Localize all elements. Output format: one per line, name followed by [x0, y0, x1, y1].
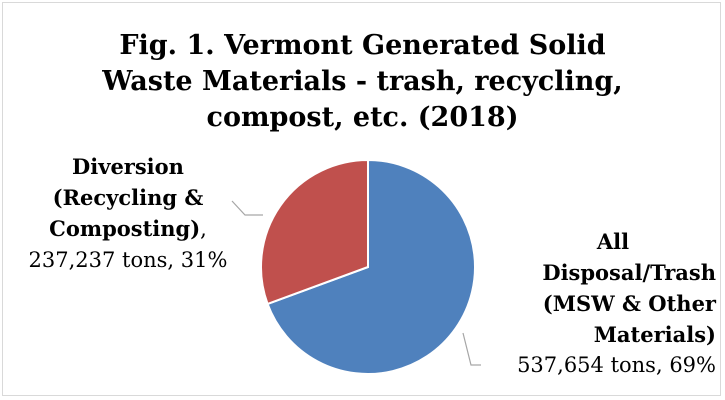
- chart-title: Fig. 1. Vermont Generated Solid Waste Ma…: [0, 28, 725, 136]
- disposal-name-line-2: Disposal/Trash: [542, 260, 716, 285]
- pie-slice-disposal: [266, 158, 476, 375]
- disposal-name-line-4: Materials): [593, 322, 716, 347]
- pie-slice-diversion: [260, 158, 369, 306]
- title-line-2: Waste Materials - trash, recycling,: [102, 66, 623, 97]
- diversion-separator: ,: [200, 217, 207, 241]
- title-line-3: compost, etc. (2018): [206, 102, 519, 133]
- disposal-value: 537,654 tons, 69%: [517, 353, 716, 377]
- leader-line-disposal: [462, 332, 481, 366]
- disposal-name-line-3: (MSW & Other: [542, 291, 716, 316]
- data-label-diversion: Diversion (Recycling & Composting), 237,…: [8, 151, 248, 276]
- diversion-name-line-2: (Recycling &: [52, 185, 204, 210]
- disposal-name-line-1: All: [596, 229, 630, 254]
- data-label-disposal: All Disposal/Trash (MSW & Other Material…: [470, 226, 716, 381]
- leader-line-diversion: [231, 200, 263, 216]
- diversion-value: 237,237 tons, 31%: [28, 248, 228, 272]
- diversion-name-line-3: Composting): [49, 216, 201, 241]
- title-line-1: Fig. 1. Vermont Generated Solid: [119, 30, 606, 61]
- diversion-name-line-1: Diversion: [72, 154, 184, 179]
